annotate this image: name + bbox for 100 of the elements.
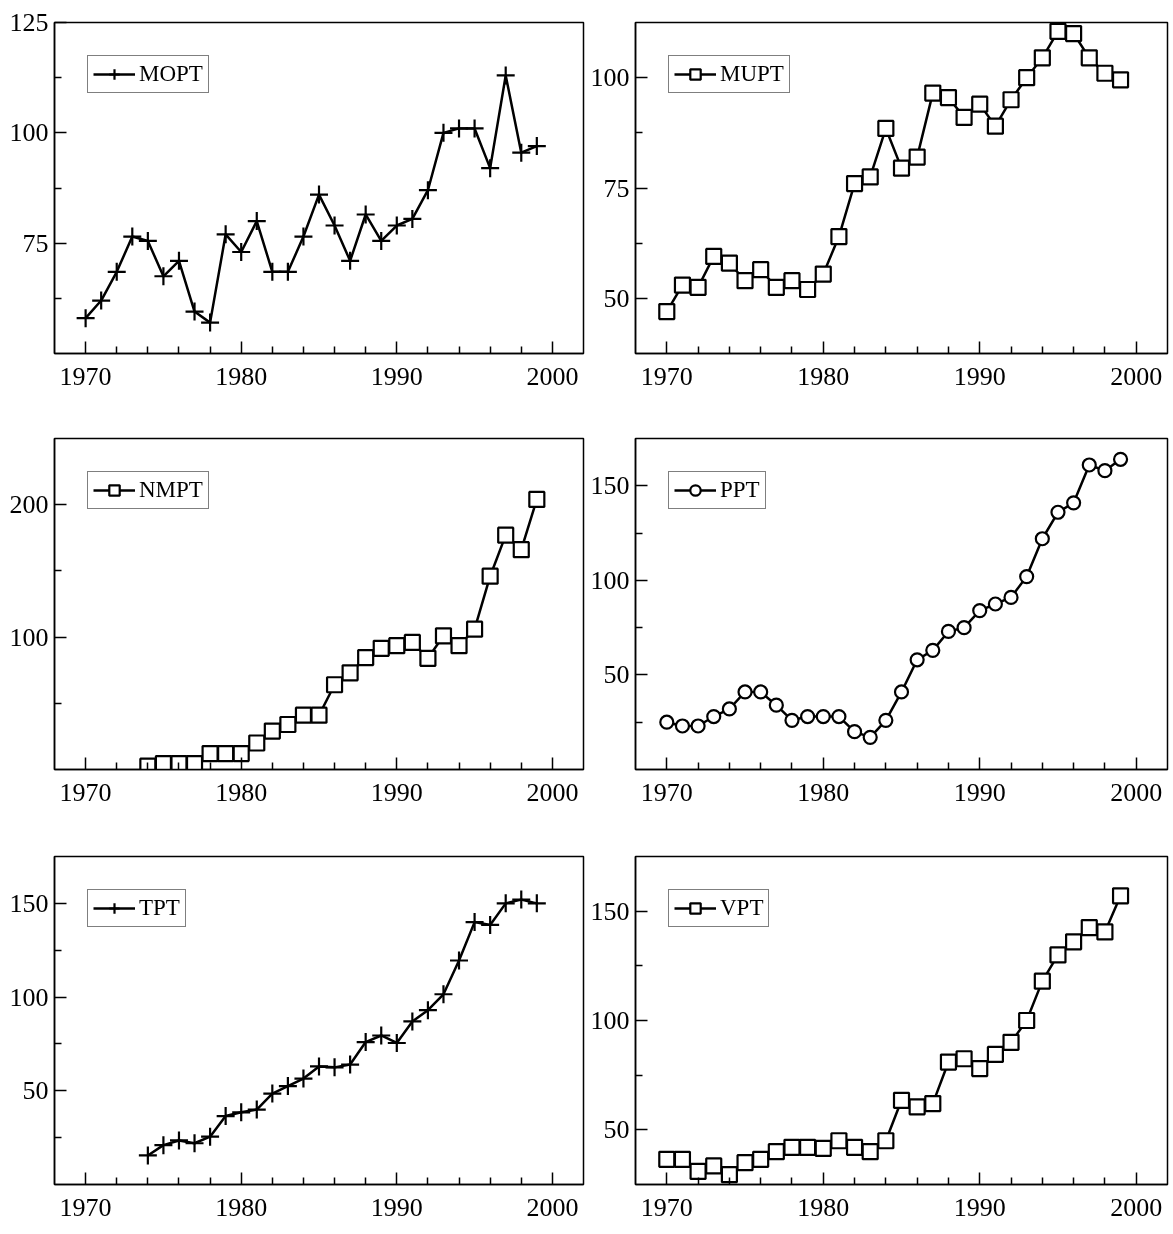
point [924,1094,942,1113]
point [199,312,221,333]
point [987,596,1003,612]
point [955,1050,973,1068]
point [674,718,691,734]
point [768,697,784,713]
point [767,1143,785,1161]
point [705,1157,723,1175]
point [325,676,344,694]
point [845,1138,864,1156]
point [168,250,190,271]
point [263,722,281,740]
point [892,1091,911,1109]
point [153,1135,174,1156]
point [340,1054,361,1075]
point [1111,887,1130,905]
x-tick-label: 2000 [526,361,579,391]
x-tick-label: 2000 [1110,361,1163,391]
point [1096,923,1114,941]
point [215,1105,236,1127]
x-tick-label: 1980 [215,777,268,807]
point [736,1154,754,1172]
point [845,174,864,193]
point [1018,69,1036,87]
point [386,1032,407,1054]
x-tick-label: 1990 [953,1192,1006,1222]
point [231,241,252,263]
point [232,745,250,763]
point [799,1138,817,1156]
point [1080,918,1098,937]
point [465,620,484,638]
point [168,1130,190,1151]
point [262,1083,283,1104]
point [815,708,831,725]
point [293,1068,314,1089]
point [1018,1011,1036,1030]
y-tick-label: 150 [9,888,49,918]
point [402,208,423,229]
point [217,745,235,763]
point [215,224,236,245]
point [91,290,112,311]
y-tick-label: 150 [590,896,630,926]
y-tick-label: 150 [590,471,630,501]
y-tick-label: 100 [590,63,630,93]
point [371,1025,392,1046]
point [971,1060,989,1078]
point [526,893,547,914]
point [403,633,421,651]
point [511,142,532,163]
point [371,230,392,252]
point [830,227,848,246]
x-tick-label: 1980 [797,361,850,391]
x-tick-label: 1980 [797,1192,850,1222]
point [986,1045,1004,1063]
y-tick-label: 100 [9,118,49,148]
point [355,204,376,225]
point [184,1133,205,1154]
point [752,1150,770,1168]
x-tick-label: 2000 [526,777,579,807]
point [784,712,800,728]
point [939,1053,958,1071]
x-tick-label: 1990 [953,777,1006,807]
point [706,708,722,725]
point [737,684,753,700]
point [1003,589,1019,605]
point [341,664,359,682]
x-tick-label: 1990 [953,361,1006,391]
point [861,168,879,186]
x-tick-label: 1980 [215,1192,268,1222]
x-tick-label: 1980 [215,361,268,391]
point [75,308,96,329]
point [434,627,453,645]
point [481,567,499,585]
x-tick-label: 1970 [640,777,693,807]
y-tick-label: 100 [590,1006,630,1035]
point [721,701,737,717]
point [689,1162,707,1180]
point [433,984,454,1005]
point [955,108,973,126]
point [106,261,127,282]
point [417,1000,439,1021]
point [720,1166,738,1184]
point [277,1076,298,1097]
x-tick-label: 2000 [526,1192,579,1222]
point [417,180,439,201]
point [690,718,706,734]
x-tick-label: 1980 [797,777,850,807]
y-tick-label: 100 [9,982,49,1012]
point [137,230,158,252]
point [924,84,942,102]
point [846,724,863,740]
point [1019,568,1035,585]
point [464,118,485,139]
point [972,603,988,619]
point [753,684,769,700]
point [324,215,345,236]
point [231,1102,252,1123]
point [862,729,878,745]
point [480,914,501,936]
point [248,734,266,752]
